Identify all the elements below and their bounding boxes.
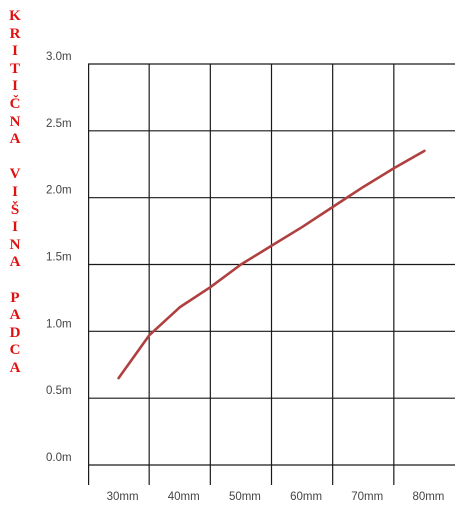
x-tick-label: 60mm [290,491,322,503]
y-tick-label: 2.0m [46,185,72,197]
x-tick-label: 40mm [168,491,200,503]
y-tick-label: 3.0m [46,51,72,63]
y-tick-label: 0.0m [46,452,72,464]
y-tick-label: 1.5m [46,252,72,264]
x-tick-labels: 30mm 40mm 50mm 60mm 70mm 80mm [107,491,445,503]
x-tick-label: 70mm [351,491,383,503]
grid [87,63,455,485]
y-tick-labels: 0.0m 0.5m 1.0m 1.5m 2.0m 2.5m 3.0m [46,51,72,464]
y-axis-label: K R I T I Č N A V I Š I N A P A D C A [9,8,21,376]
series-layer [117,149,426,380]
series-line [117,149,426,380]
x-tick-label: 80mm [412,491,444,503]
y-tick-label: 2.5m [46,118,72,130]
y-tick-label: 0.5m [46,385,72,397]
x-tick-label: 50mm [229,491,261,503]
x-tick-label: 30mm [107,491,139,503]
y-tick-label: 1.0m [46,318,72,330]
